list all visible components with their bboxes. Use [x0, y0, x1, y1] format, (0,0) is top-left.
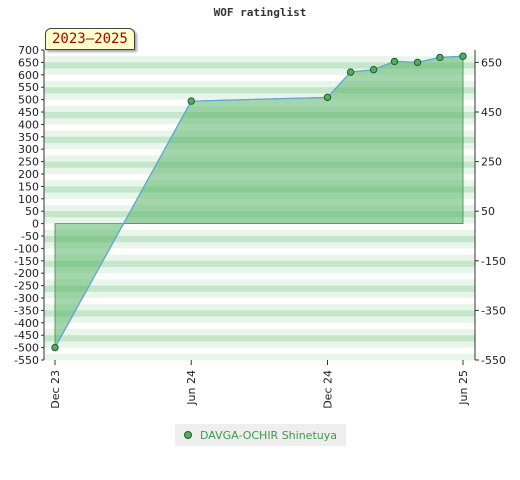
background-band — [44, 236, 475, 243]
background-band — [44, 353, 475, 361]
x-tick-label: Dec 23 — [49, 370, 62, 409]
x-tick-label: Jun 24 — [185, 370, 198, 406]
background-band — [44, 279, 475, 287]
background-band — [44, 248, 475, 256]
y-tick-label-left: 600 — [18, 69, 39, 82]
y-tick-label-left: 100 — [18, 193, 39, 206]
y-tick-label-left: -150 — [14, 255, 39, 268]
y-tick-label-right: -350 — [481, 304, 506, 317]
background-band — [44, 322, 475, 330]
x-tick-label: Jun 25 — [457, 370, 470, 406]
y-tick-label-left: -50 — [21, 230, 39, 243]
background-band — [44, 81, 475, 88]
y-tick-label-left: 50 — [25, 205, 39, 218]
y-tick-label-right: 650 — [481, 56, 502, 69]
data-point — [459, 52, 467, 60]
background-band — [44, 310, 475, 318]
background-band — [44, 87, 475, 94]
y-tick-label-left: 650 — [18, 56, 39, 69]
y-tick-label-left: -550 — [14, 354, 39, 367]
y-tick-label-left: -100 — [14, 242, 39, 255]
legend: DAVGA-OCHIR Shinetuya — [175, 424, 346, 446]
y-tick-label-right: -550 — [481, 354, 506, 367]
data-point — [187, 97, 195, 105]
background-band — [44, 267, 475, 274]
background-band — [44, 254, 475, 262]
data-point — [51, 343, 59, 352]
background-band — [44, 223, 475, 231]
background-band — [44, 56, 475, 63]
background-band — [44, 260, 475, 268]
y-tick-label-left: -500 — [14, 342, 39, 355]
y-tick-label-left: 500 — [18, 94, 39, 107]
data-point — [390, 57, 399, 66]
x-tick-label: Dec 24 — [321, 370, 334, 409]
background-band — [44, 74, 475, 82]
y-tick-label-right: -150 — [481, 255, 506, 268]
y-tick-label-left: -250 — [14, 280, 39, 293]
y-tick-label-left: 300 — [18, 143, 39, 156]
y-tick-label-left: -450 — [14, 329, 39, 342]
background-band — [44, 93, 475, 101]
y-tick-label-left: 400 — [18, 118, 39, 131]
background-band — [44, 341, 475, 349]
y-tick-label-left: -350 — [14, 304, 39, 317]
y-tick-label-left: 700 — [18, 44, 39, 57]
background-band — [44, 291, 475, 299]
legend-marker-icon — [184, 431, 192, 439]
y-tick-label-left: 200 — [18, 168, 39, 181]
y-tick-label-left: 350 — [18, 131, 39, 144]
labels: 7006506005505004504003503002502001501005… — [14, 44, 506, 409]
chart-title: WOF ratinglist — [213, 6, 307, 19]
background-band — [44, 285, 475, 293]
background-band — [44, 347, 475, 355]
data-point — [413, 58, 422, 67]
y-tick-label-left: 450 — [18, 106, 39, 119]
background-band — [44, 304, 475, 311]
background-band — [44, 329, 475, 336]
y-tick-label-left: 0 — [32, 218, 39, 231]
y-tick-label-left: -200 — [14, 267, 39, 280]
background-band — [44, 50, 475, 57]
y-tick-label-right: 250 — [481, 156, 502, 169]
y-tick-label-left: 250 — [18, 156, 39, 169]
date-range-badge: 2023–2025 — [45, 28, 135, 50]
background-band — [44, 316, 475, 324]
data-point — [369, 65, 378, 74]
y-tick-label-right: 50 — [481, 205, 495, 218]
background-band — [44, 242, 475, 249]
background-band — [44, 62, 475, 70]
background-band — [44, 68, 475, 76]
background-band — [44, 273, 475, 280]
axes — [41, 49, 479, 365]
y-tick-label-right: 450 — [481, 106, 502, 119]
y-tick-label-left: -400 — [14, 317, 39, 330]
y-tick-label-left: 150 — [18, 180, 39, 193]
background-band — [44, 229, 475, 237]
data-point — [346, 68, 355, 76]
background-band — [44, 335, 475, 342]
markers — [51, 52, 467, 352]
data-point — [323, 93, 332, 102]
y-tick-label-left: 550 — [18, 81, 39, 94]
y-tick-label-left: -300 — [14, 292, 39, 305]
data-point — [436, 53, 444, 62]
background-band — [44, 298, 475, 305]
legend-label: DAVGA-OCHIR Shinetuya — [200, 428, 337, 442]
